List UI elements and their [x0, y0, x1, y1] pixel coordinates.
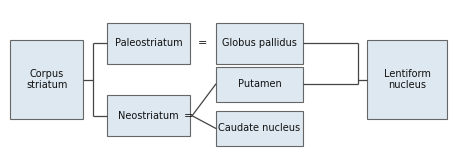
FancyBboxPatch shape — [107, 23, 190, 64]
Text: Globus pallidus: Globus pallidus — [222, 38, 297, 48]
Text: Putamen: Putamen — [237, 79, 282, 89]
Text: Caudate nucleus: Caudate nucleus — [219, 123, 301, 133]
Text: =: = — [198, 38, 208, 48]
FancyBboxPatch shape — [216, 23, 303, 64]
FancyBboxPatch shape — [107, 95, 190, 136]
FancyBboxPatch shape — [10, 40, 83, 119]
Text: =: = — [184, 111, 193, 121]
FancyBboxPatch shape — [216, 67, 303, 102]
Text: Corpus
striatum: Corpus striatum — [26, 69, 67, 90]
Text: Neostriatum: Neostriatum — [118, 111, 179, 121]
FancyBboxPatch shape — [216, 111, 303, 146]
Text: Lentiform
nucleus: Lentiform nucleus — [383, 69, 430, 90]
Text: Paleostriatum: Paleostriatum — [115, 38, 182, 48]
FancyBboxPatch shape — [367, 40, 447, 119]
